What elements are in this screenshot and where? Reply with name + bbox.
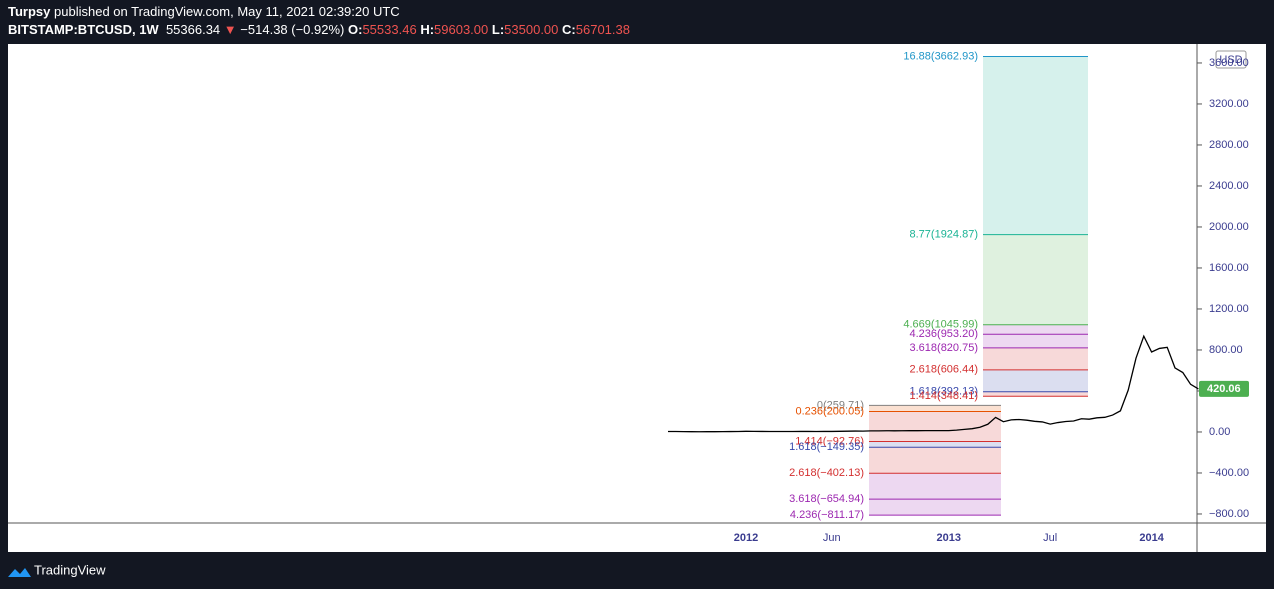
fib-zone <box>869 411 1001 442</box>
fib-zone <box>983 391 1088 397</box>
fib-label: 0.236(200.05) <box>796 405 865 417</box>
publish-line: Turpsy published on TradingView.com, May… <box>8 4 400 19</box>
y-tick-label: 2000.00 <box>1209 221 1249 233</box>
fib-label: 3.618(−654.94) <box>789 493 864 505</box>
fib-label: 1.618(392.13) <box>910 386 979 398</box>
fib-label: 1.618(−149.35) <box>789 441 864 453</box>
currency: USD <box>1219 54 1242 66</box>
fib-label: 1.414(348.41) <box>910 390 979 402</box>
close: 56701.38 <box>575 22 630 37</box>
fib-label: 4.236(953.20) <box>910 328 979 340</box>
price-line <box>667 334 1199 433</box>
x-tick-label: 2013 <box>937 532 961 544</box>
last: 55366.34 <box>165 22 221 37</box>
y-tick-label: 2400.00 <box>1209 180 1249 192</box>
fib-zone <box>869 441 1001 448</box>
low: 53500.00 <box>504 22 559 37</box>
fib-layer: 16.88(3662.93) 8.77(1924.87) 4.669(1045.99… <box>789 50 1088 521</box>
symbol: BITSTAMP:BTCUSD, 1W <box>8 22 159 37</box>
fib-zone <box>983 234 1088 325</box>
change: −514.38 (−0.92%) <box>240 22 345 37</box>
currency-badge <box>1215 50 1247 69</box>
x-tick-label: 2014 <box>1139 532 1164 544</box>
open: 55533.46 <box>362 22 417 37</box>
high: 59603.00 <box>434 22 489 37</box>
fib-zone <box>983 334 1088 348</box>
fib-zone <box>869 447 1001 474</box>
h-label: H: <box>420 22 435 37</box>
x-tick-label: Jul <box>1043 532 1057 544</box>
price-layer <box>667 334 1199 433</box>
y-tick-label: −400.00 <box>1209 467 1249 479</box>
fib-label: 2.618(−402.13) <box>789 467 864 479</box>
fib-zone <box>983 369 1088 392</box>
published: published on TradingView.com, May 11, 20… <box>54 4 400 19</box>
y-tick-label: 0.00 <box>1209 426 1230 438</box>
y-tick-label: 3600.00 <box>1209 57 1249 69</box>
fib-zone <box>869 473 1001 500</box>
y-tick-label: 1200.00 <box>1209 303 1249 315</box>
fib-label: 3.618(820.75) <box>910 342 979 354</box>
x-tick-label: Jun <box>823 532 841 544</box>
c-label: C: <box>562 22 576 37</box>
fib-label: 4.236(−811.17) <box>790 509 864 521</box>
fib-label: 4.669(1045.99) <box>903 319 978 331</box>
fib-label: 16.88(3662.93) <box>903 50 978 62</box>
y-tick-label: 1600.00 <box>1209 262 1249 274</box>
fib-zone <box>869 405 1001 412</box>
chart-area <box>8 44 1266 552</box>
last-price-badge <box>1199 380 1249 397</box>
fib-zone <box>983 347 1088 370</box>
x-tick-label: 2012 <box>734 532 758 544</box>
author: Turpsy <box>8 4 51 19</box>
fib-label: 1.414(−92.76) <box>795 435 864 447</box>
y-tick-label: 800.00 <box>1209 344 1243 356</box>
quote-line: BITSTAMP:BTCUSD, 1W 55366.34 ▼ −514.38 (… <box>8 22 630 37</box>
y-tick-label: 3200.00 <box>1209 98 1249 110</box>
fib-label: 0(259.71) <box>817 399 864 411</box>
logo <box>8 568 31 577</box>
fib-zone <box>983 324 1088 335</box>
l-label: L: <box>491 22 505 37</box>
fib-label: 2.618(606.44) <box>910 364 979 376</box>
fib-label: 8.77(1924.87) <box>910 229 979 241</box>
y-tick-label: −800.00 <box>1209 508 1249 520</box>
brand: TradingView <box>34 562 106 577</box>
fib-zone <box>983 56 1088 235</box>
fib-zone <box>869 499 1001 516</box>
o-label: O: <box>348 22 363 37</box>
last-price: 420.06 <box>1207 383 1241 395</box>
y-tick-label: 2800.00 <box>1209 139 1249 151</box>
